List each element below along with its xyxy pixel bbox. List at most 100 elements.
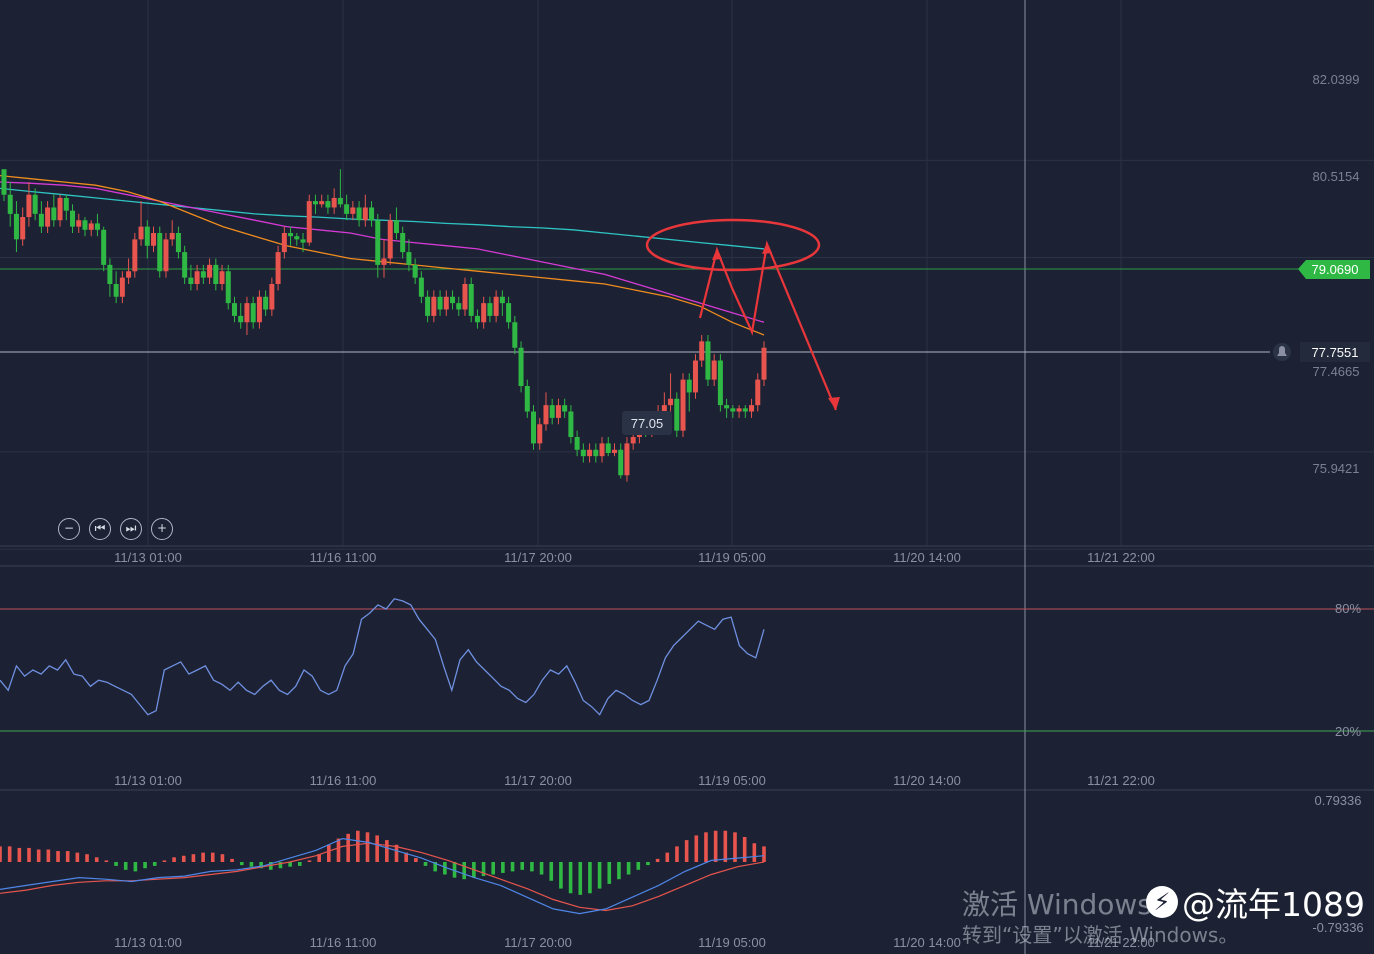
candle-body-67	[418, 277, 424, 297]
windows-activation-watermark: 激活 Windows 转到“设置”以激活 Windows。	[962, 888, 1238, 948]
macd-bar-75	[723, 830, 728, 862]
candle-body-11	[70, 210, 76, 227]
macd-bar-36	[346, 833, 350, 862]
macd-bar-25	[239, 862, 244, 866]
step-back-button[interactable]: ⏮	[89, 518, 111, 540]
candle-body-72	[450, 296, 456, 304]
macd-bar-42	[404, 852, 408, 862]
candle-body-24	[151, 232, 157, 246]
macd-bar-13	[123, 862, 128, 870]
candle-body-8	[51, 207, 57, 221]
macd-bar-70	[675, 846, 679, 862]
macd-bar-71	[684, 840, 689, 862]
candle-body-15	[94, 223, 100, 230]
candle-body-42	[263, 296, 269, 310]
candle-body-110	[686, 379, 692, 393]
candle-body-86	[537, 424, 543, 444]
price-xtick-3: 11/19 05:00	[698, 550, 766, 565]
candle-body-99	[618, 449, 624, 476]
osc-xtick-4: 11/20 14:00	[893, 773, 961, 788]
candle-body-73	[456, 303, 462, 310]
candle-body-100	[624, 443, 630, 476]
candle-body-29	[182, 252, 188, 278]
macd-bar-29	[278, 862, 283, 869]
macd-bar-19	[181, 855, 186, 862]
macd-bar-10	[94, 857, 99, 862]
candle-body-27	[169, 232, 175, 240]
macd-bar-27	[259, 862, 263, 869]
candle-body-54	[337, 197, 343, 205]
macd-bar-50	[481, 862, 486, 877]
candle-body-119	[742, 408, 748, 412]
candle-body-81	[506, 303, 512, 323]
candle-body-58	[362, 207, 368, 221]
macd-bar-17	[162, 860, 167, 862]
candle-body-82	[512, 322, 518, 348]
weibo-icon: ⚡	[1146, 886, 1178, 918]
candle-body-19	[119, 277, 125, 297]
macd-bar-20	[191, 854, 196, 862]
candle-body-64	[400, 232, 406, 253]
crosshair-price-tag	[1300, 342, 1370, 362]
zoom-out-button[interactable]: −	[58, 518, 80, 540]
candle-body-39	[244, 303, 250, 323]
macd-bar-77	[742, 836, 747, 862]
candle-body-46	[288, 232, 294, 237]
macd-bar-64	[617, 862, 621, 880]
macd-bar-23	[220, 854, 225, 862]
candle-body-89	[555, 405, 561, 418]
macd-bar-5	[46, 849, 51, 862]
candle-body-53	[331, 197, 337, 208]
author-handle: @流年1089	[1182, 885, 1365, 924]
candle-body-4	[26, 194, 32, 218]
macd-bar-56	[539, 862, 544, 875]
candle-body-3	[20, 217, 26, 240]
bell-icon-glyph	[1277, 346, 1287, 356]
current-price-label: 79.0690	[1312, 262, 1359, 277]
step-forward-button[interactable]: ⏭	[120, 518, 142, 540]
crosshair-price-label: 77.7551	[1312, 345, 1359, 360]
macd-bar-46	[443, 862, 447, 875]
zoom-in-button[interactable]: +	[151, 518, 173, 540]
candle-body-10	[63, 197, 69, 211]
candle-body-101	[630, 437, 636, 444]
candle-body-57	[356, 207, 362, 221]
author-tag: ⚡ @流年1089	[1146, 878, 1365, 926]
candle-body-98	[611, 449, 617, 453]
macd-bar-7	[65, 851, 70, 862]
macd-bar-14	[133, 862, 138, 872]
candle-body-112	[699, 341, 705, 361]
candle-body-45	[281, 232, 287, 253]
candle-body-40	[250, 303, 256, 323]
osc-xtick-0: 11/13 01:00	[114, 773, 182, 788]
macd-bar-72	[694, 835, 699, 862]
osc-xtick-3: 11/19 05:00	[698, 773, 766, 788]
macd-bar-15	[143, 862, 147, 869]
osc-xtick-2: 11/17 20:00	[504, 773, 572, 788]
macd-bar-57	[549, 862, 554, 881]
osc-ytick-20: 20%	[1335, 724, 1361, 739]
macd-bar-65	[626, 862, 631, 875]
price-ytick-3: 75.9421	[1313, 461, 1360, 476]
candle-body-13	[82, 220, 88, 230]
macd-bar-59	[568, 862, 573, 894]
candle-body-95	[593, 449, 599, 457]
candle-body-1	[7, 194, 13, 214]
macd-bar-1	[7, 846, 12, 862]
current-price-tag	[1298, 260, 1370, 279]
macd-bar-61	[588, 862, 592, 894]
ma-cyan-line	[0, 187, 765, 250]
macd-xtick-3: 11/19 05:00	[698, 935, 766, 950]
candle-body-107	[668, 398, 674, 406]
osc-line	[0, 598, 765, 716]
candle-body-28	[175, 232, 181, 253]
macd-xtick-4: 11/20 14:00	[893, 935, 961, 950]
macd-bar-66	[636, 862, 641, 870]
macd-bar-45	[433, 862, 437, 872]
candle-body-122	[761, 347, 767, 380]
macd-bar-76	[733, 832, 737, 862]
candle-body-55	[344, 204, 350, 214]
macd-bar-11	[104, 860, 109, 862]
candle-body-32	[200, 271, 206, 278]
